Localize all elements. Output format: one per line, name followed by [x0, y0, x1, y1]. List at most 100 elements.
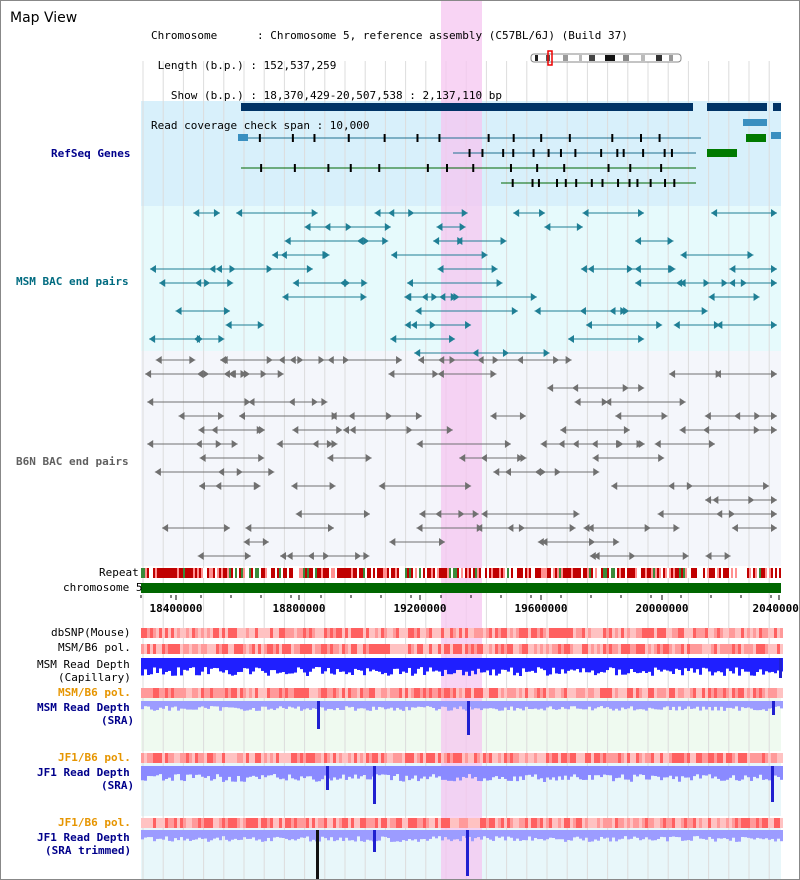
track-label-msm-b6-pol[interactable]: MSM/B6 pol. [58, 641, 131, 654]
density-cell [693, 753, 696, 763]
density-cell [228, 818, 231, 828]
density-cell [375, 628, 378, 638]
depth-bar [720, 658, 723, 673]
density-cell [354, 688, 357, 698]
density-cell [354, 644, 357, 654]
depth-bar [630, 830, 633, 839]
density-cell [468, 628, 471, 638]
density-cell [555, 644, 558, 654]
depth-bar [555, 766, 558, 781]
density-cell [681, 688, 684, 698]
depth-bar [297, 766, 300, 781]
repeat-segment [343, 568, 345, 578]
depth-bar [345, 701, 348, 707]
density-cell [147, 818, 150, 828]
depth-bar [747, 830, 750, 838]
bac-end [323, 251, 330, 259]
repeat-segment [497, 568, 499, 578]
density-cell [753, 644, 756, 654]
repeat-segment [223, 568, 225, 578]
track-label-jf1-b6-pol-2[interactable]: JF1/B6 pol. [58, 816, 131, 829]
track-label-msm-depth-capillary[interactable]: MSM Read Depth [37, 658, 130, 671]
density-cell [759, 644, 762, 654]
density-cell [180, 688, 183, 698]
density-cell [489, 628, 492, 638]
density-cell [750, 753, 753, 763]
density-cell [540, 644, 543, 654]
depth-bar [348, 701, 351, 708]
track-label-jf1-b6-pol[interactable]: JF1/B6 pol. [58, 751, 131, 764]
track-label-jf1-depth-sra[interactable]: JF1 Read Depth [37, 766, 130, 779]
depth-bar [357, 658, 360, 670]
depth-bar [156, 766, 159, 776]
track-label-repeat[interactable]: Repeat [99, 566, 139, 579]
repeat-segment [349, 568, 351, 578]
track-label-jf1-depth-trimmed[interactable]: JF1 Read Depth [37, 831, 130, 844]
repeat-segment [665, 568, 667, 578]
track-label-dbsnp[interactable]: dbSNP(Mouse) [51, 626, 131, 639]
depth-bar [591, 766, 594, 780]
track-label-msm-b6-pol-2[interactable]: MSM/B6 pol. [58, 686, 131, 699]
depth-bar [714, 830, 717, 842]
bac-end [547, 384, 554, 392]
track-label-refseq[interactable]: RefSeq Genes [51, 147, 131, 160]
track-label-msm-bac[interactable]: MSM BAC end pairs [16, 275, 129, 288]
density-cell [285, 818, 288, 828]
depth-bar [309, 658, 312, 672]
bac-end [587, 265, 594, 273]
depth-bar [696, 830, 699, 837]
depth-bar [690, 830, 693, 841]
repeat-segment [141, 568, 143, 578]
density-cell [345, 818, 348, 828]
density-cell [462, 688, 465, 698]
depth-bar [774, 658, 777, 674]
density-cell [618, 688, 621, 698]
repeat-segment [685, 568, 687, 578]
exon [293, 164, 296, 172]
depth-bar [327, 658, 330, 668]
density-cell [627, 628, 630, 638]
density-cell [741, 753, 744, 763]
depth-bar [192, 658, 195, 668]
depth-bar [477, 658, 480, 669]
density-cell [477, 688, 480, 698]
track-label-msm-depth-sra[interactable]: MSM Read Depth [37, 701, 130, 714]
density-cell [498, 628, 501, 638]
repeat-segment [369, 568, 371, 578]
depth-bar [198, 766, 201, 775]
repeat-segment [569, 568, 571, 578]
bac-end [433, 237, 440, 245]
density-cell [276, 818, 279, 828]
repeat-segment [535, 568, 537, 578]
density-cell [243, 644, 246, 654]
depth-spike [373, 830, 376, 852]
repeat-segment [315, 568, 317, 578]
depth-bar [471, 658, 474, 671]
exon [642, 149, 645, 157]
bac-end [705, 496, 712, 504]
density-cell [384, 644, 387, 654]
density-cell [423, 644, 426, 654]
depth-bar [582, 830, 585, 841]
density-cell [777, 753, 780, 763]
repeat-segment [415, 568, 417, 578]
depth-bar [222, 766, 225, 782]
repeat-segment [383, 568, 385, 578]
density-cell [750, 688, 753, 698]
track-label-chromosome[interactable]: chromosome 5 [63, 581, 143, 594]
depth-bar [240, 766, 243, 782]
density-cell [351, 818, 354, 828]
depth-bar [729, 658, 732, 672]
density-cell [507, 628, 510, 638]
depth-bar [309, 766, 312, 777]
depth-bar [627, 658, 630, 674]
depth-bar [189, 766, 192, 775]
density-cell [426, 628, 429, 638]
depth-bar [354, 701, 357, 711]
depth-bar [468, 658, 471, 676]
track-label-b6n-bac[interactable]: B6N BAC end pairs [16, 455, 129, 468]
exon [378, 164, 381, 172]
depth-bar [483, 658, 486, 673]
density-cell [720, 688, 723, 698]
